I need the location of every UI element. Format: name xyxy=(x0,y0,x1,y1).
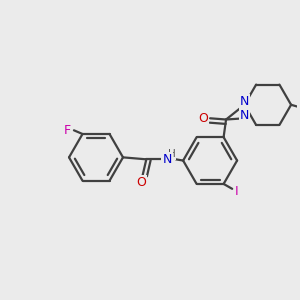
Text: O: O xyxy=(198,112,208,125)
Text: N: N xyxy=(240,94,249,108)
Text: H: H xyxy=(168,149,176,159)
Text: N: N xyxy=(240,109,249,122)
Text: I: I xyxy=(235,185,238,198)
Text: O: O xyxy=(136,176,146,189)
Text: N: N xyxy=(163,153,172,166)
Text: F: F xyxy=(64,124,71,137)
